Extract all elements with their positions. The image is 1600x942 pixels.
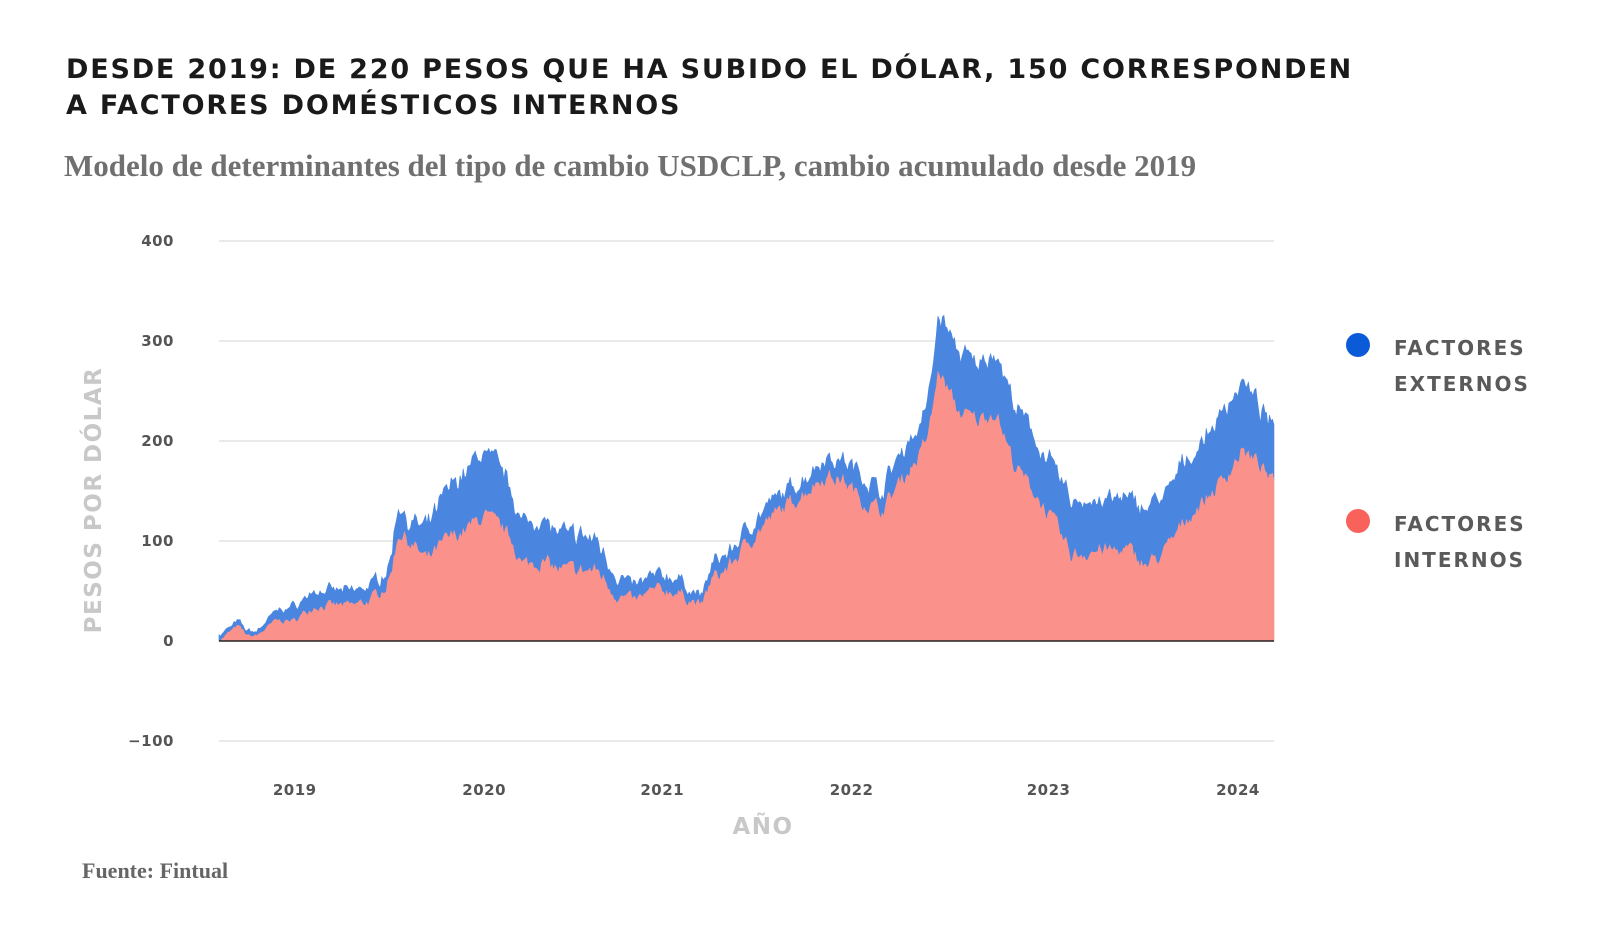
- chart-subtitle: Modelo de determinantes del tipo de camb…: [64, 148, 1197, 183]
- plot-area: [218, 314, 1275, 642]
- legend-label-internos: FACTORES INTERNOS: [1394, 512, 1526, 572]
- y-tick-label: 300: [141, 332, 174, 350]
- x-tick-label: 2024: [1216, 781, 1260, 799]
- y-tick-label: 200: [141, 432, 174, 450]
- y-axis-ticks: 400 300 200 100 0 −100: [128, 232, 174, 750]
- x-tick-label: 2022: [830, 781, 874, 799]
- legend-dot-externos: [1346, 333, 1370, 357]
- x-axis-ticks: 2019 2020 2021 2022 2023 2024: [273, 781, 1260, 799]
- x-axis-title: AÑO: [732, 812, 793, 840]
- legend-dot-internos: [1346, 509, 1370, 533]
- y-tick-label: 0: [163, 632, 174, 650]
- gridlines: [219, 240, 1274, 742]
- legend-label-externos: FACTORES EXTERNOS: [1394, 336, 1530, 396]
- y-tick-label: 400: [141, 232, 174, 250]
- y-axis-title: PESOS POR DÓLAR: [79, 367, 107, 634]
- x-tick-label: 2023: [1027, 781, 1071, 799]
- x-tick-label: 2019: [273, 781, 317, 799]
- source-note: Fuente: Fintual: [82, 858, 229, 883]
- chart-title: DESDE 2019: DE 220 PESOS QUE HA SUBIDO E…: [66, 54, 1354, 121]
- area-series-internos: [219, 370, 1275, 642]
- x-tick-label: 2020: [462, 781, 506, 799]
- x-tick-label: 2021: [640, 781, 684, 799]
- y-tick-label: −100: [128, 732, 174, 750]
- y-tick-label: 100: [141, 532, 174, 550]
